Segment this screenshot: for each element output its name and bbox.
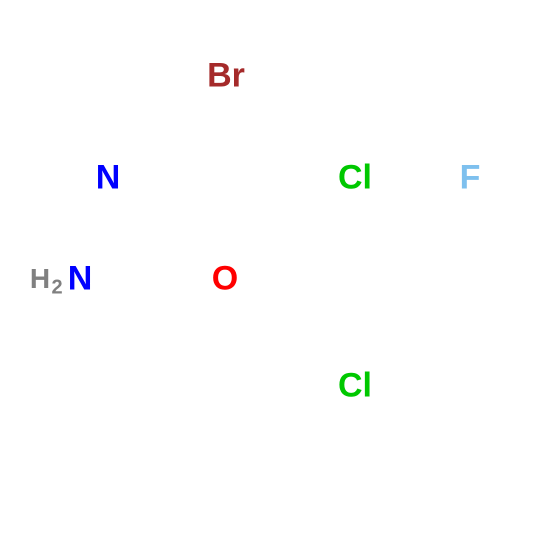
subscript-2: 2 [51, 277, 62, 300]
nitrogen-atom-2: N [68, 260, 93, 299]
molecule-diagram: Br N Cl F H 2 N O Cl [0, 0, 533, 533]
hydrogen-label: H [30, 263, 50, 295]
chlorine-atom-2: Cl [338, 367, 372, 406]
fluorine-atom: F [460, 159, 481, 198]
oxygen-atom: O [212, 260, 238, 299]
chlorine-atom-1: Cl [338, 159, 372, 198]
bromine-atom: Br [207, 57, 245, 96]
nitrogen-atom-1: N [96, 159, 121, 198]
